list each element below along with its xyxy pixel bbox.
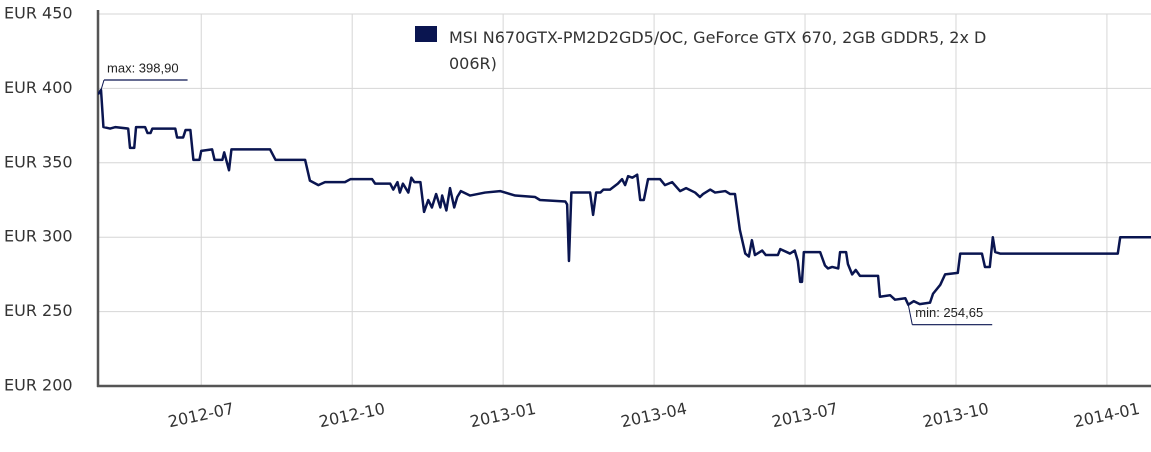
price-line xyxy=(98,88,1151,306)
y-tick-label: EUR 250 xyxy=(4,301,73,320)
x-tick-label: 2013-01 xyxy=(468,399,537,431)
x-tick-label: 2012-07 xyxy=(166,399,235,431)
annotation-connector xyxy=(907,304,913,325)
annotation-label: max: 398,90 xyxy=(107,60,179,75)
x-tick-label: 2014-01 xyxy=(1072,399,1141,431)
legend-label: MSI N670GTX-PM2D2GD5/OC, GeForce GTX 670… xyxy=(449,28,986,73)
y-tick-label: EUR 350 xyxy=(4,152,73,171)
x-tick-label: 2012-10 xyxy=(317,399,386,431)
y-tick-label: EUR 450 xyxy=(4,4,73,23)
x-tick-label: 2013-04 xyxy=(619,399,688,431)
legend-label-line: 006R) xyxy=(449,54,497,73)
x-tick-label: 2013-10 xyxy=(921,399,990,431)
annotation-label: min: 254,65 xyxy=(915,305,983,320)
x-tick-label: 2013-07 xyxy=(770,399,839,431)
y-tick-label: EUR 200 xyxy=(4,376,73,395)
legend-swatch xyxy=(415,26,437,42)
y-tick-label: EUR 300 xyxy=(4,227,73,246)
legend-label-line: MSI N670GTX-PM2D2GD5/OC, GeForce GTX 670… xyxy=(449,28,986,47)
plot xyxy=(98,88,1151,306)
annotation-connector xyxy=(100,79,105,91)
y-tick-label: EUR 400 xyxy=(4,78,73,97)
